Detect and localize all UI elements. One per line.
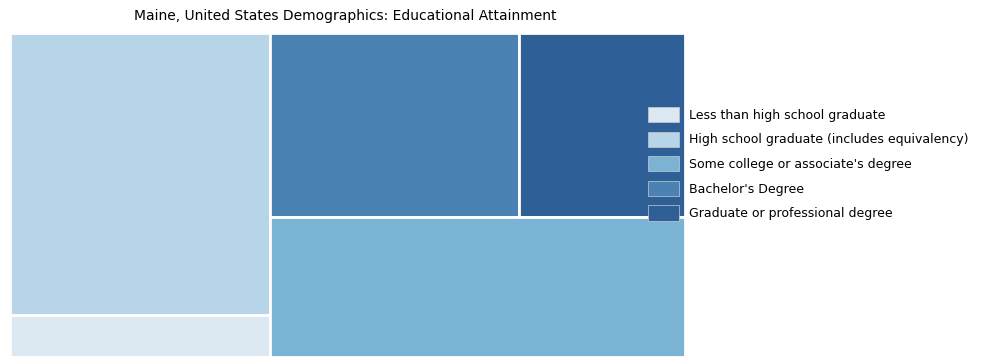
FancyBboxPatch shape [270,217,685,357]
FancyBboxPatch shape [10,314,270,357]
FancyBboxPatch shape [10,33,270,314]
Text: Maine, United States Demographics: Educational Attainment: Maine, United States Demographics: Educa… [134,9,556,23]
FancyBboxPatch shape [270,33,519,217]
Legend: Less than high school graduate, High school graduate (includes equivalency), Som: Less than high school graduate, High sch… [648,107,969,221]
FancyBboxPatch shape [519,33,685,217]
